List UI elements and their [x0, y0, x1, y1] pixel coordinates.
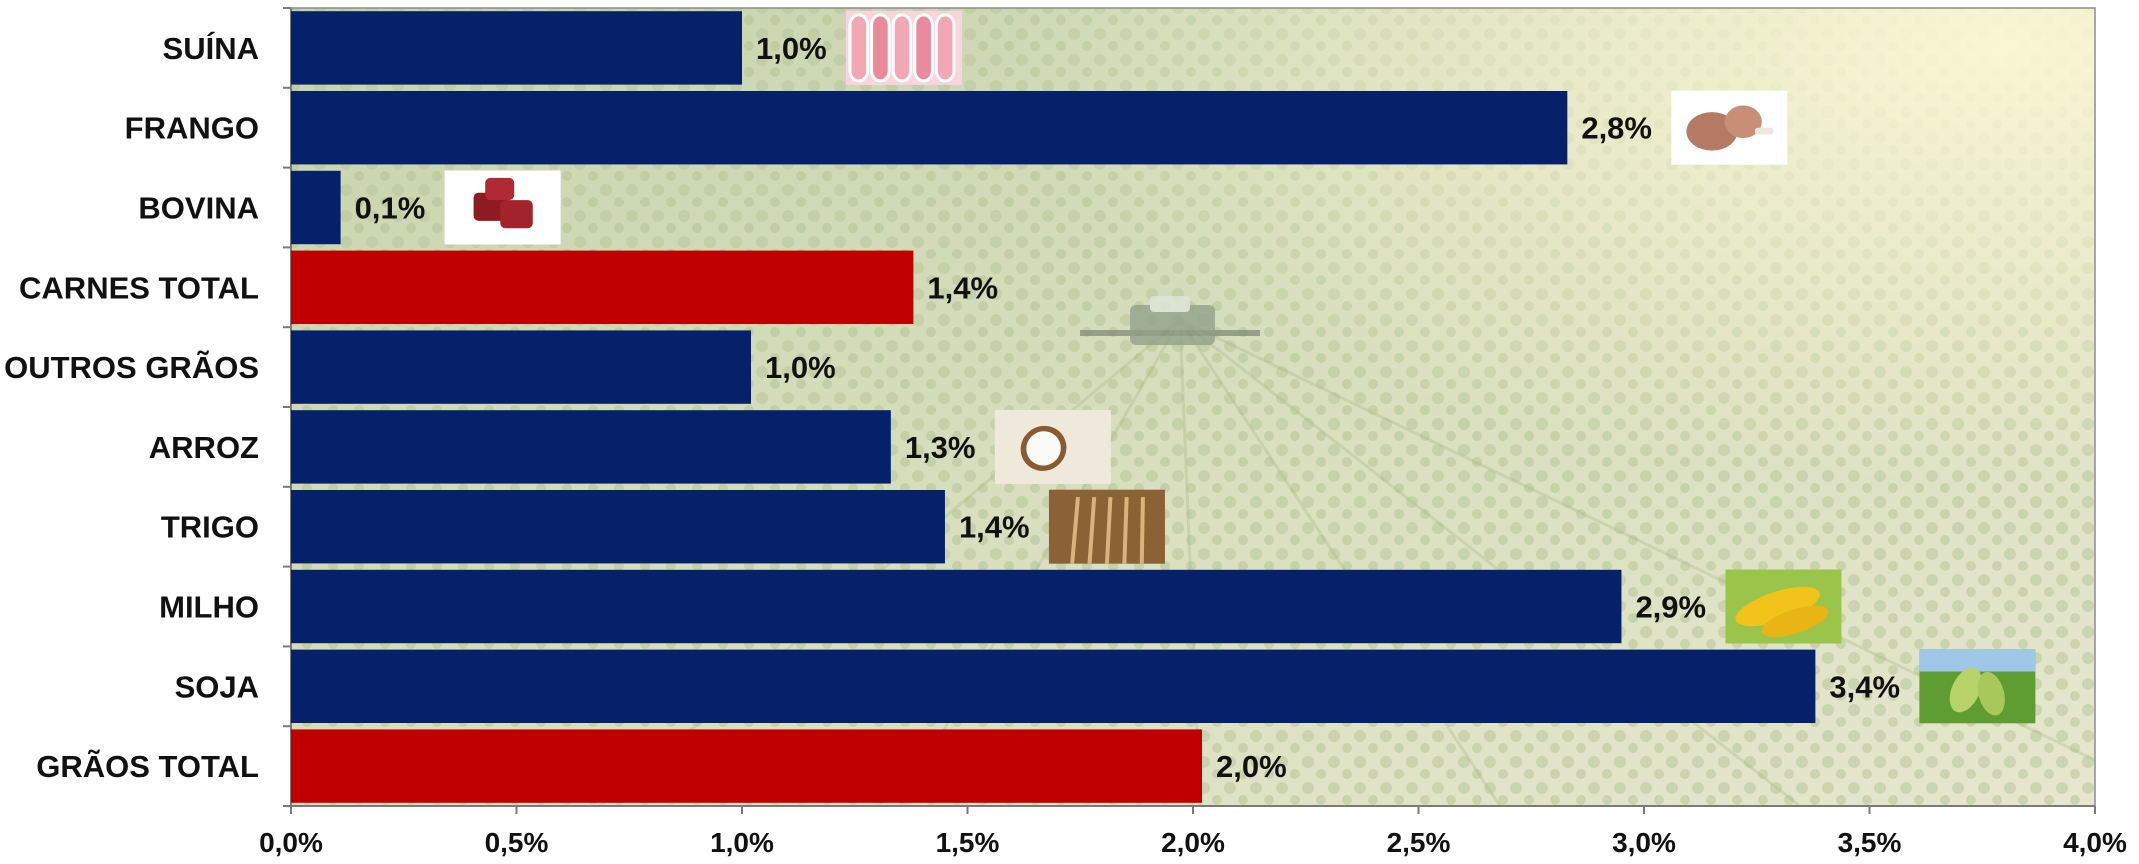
value-labels: 1,0% 2,8% 0,1% 1,4% 1,0% 1,3% 1,4% 2,9% 3,4% 2,0% — [355, 31, 1900, 784]
bar-trigo — [291, 489, 945, 564]
chicken-leg-icon — [1671, 90, 1788, 165]
value-label: 0,1% — [355, 191, 426, 226]
category-label: TRIGO — [161, 510, 259, 545]
pork-meat-icon — [846, 10, 962, 85]
value-label: 2,9% — [1635, 590, 1706, 625]
x-tick-label: 0,5% — [485, 827, 549, 858]
beef-cubes-icon — [444, 170, 561, 245]
bar-carnes-total — [291, 250, 914, 325]
value-label: 1,4% — [927, 270, 998, 305]
bar-milho — [291, 569, 1622, 644]
category-label: FRANGO — [125, 111, 259, 146]
x-tick-label: 3,5% — [1838, 827, 1902, 858]
value-label: 2,8% — [1581, 111, 1652, 146]
product-icons — [444, 10, 2036, 724]
x-tick-label: 3,0% — [1612, 827, 1676, 858]
category-label: BOVINA — [138, 191, 259, 226]
category-labels: SUÍNA FRANGO BOVINA CARNES TOTAL OUTROS GRÃO… — [4, 31, 259, 784]
value-label: 1,4% — [959, 510, 1030, 545]
x-tick-label: 2,5% — [1387, 827, 1451, 858]
value-label: 1,0% — [765, 350, 836, 385]
category-label: SUÍNA — [163, 31, 259, 66]
bar-arroz — [291, 410, 891, 484]
value-label: 1,0% — [756, 31, 827, 66]
bar-soja — [291, 649, 1816, 724]
category-label: CARNES TOTAL — [19, 270, 259, 305]
wheat-icon — [1048, 489, 1165, 564]
bars — [291, 11, 1816, 803]
rice-spoon-icon — [994, 409, 1111, 484]
bar-suína — [291, 11, 742, 85]
bar-frango — [291, 90, 1568, 165]
value-label: 3,4% — [1829, 669, 1900, 704]
value-label: 1,3% — [905, 430, 976, 465]
x-tick-label: 2,0% — [1161, 827, 1225, 858]
value-label: 2,0% — [1216, 749, 1287, 784]
soybean-icon — [1919, 649, 2036, 724]
bar-bovina — [291, 170, 341, 245]
x-axis: 0,0% 0,5% 1,0% 1,5% 2,0% 2,5% 3,0% 3,5% 4,0% — [259, 806, 2127, 858]
x-tick-label: 0,0% — [259, 827, 323, 858]
category-label: GRÃOS TOTAL — [36, 749, 259, 784]
category-label: ARROZ — [149, 430, 259, 465]
bar-outros-grãos — [291, 330, 752, 404]
y-axis — [283, 7, 291, 807]
bar-grãos-total — [291, 729, 1203, 803]
category-label: OUTROS GRÃOS — [4, 350, 259, 385]
x-tick-label: 4,0% — [2063, 827, 2127, 858]
corn-icon — [1725, 569, 1842, 644]
category-label: MILHO — [159, 590, 259, 625]
x-tick-label: 1,0% — [710, 827, 774, 858]
tractor-icon — [1080, 296, 1260, 345]
category-label: SOJA — [175, 669, 259, 704]
x-tick-label: 1,5% — [936, 827, 1000, 858]
